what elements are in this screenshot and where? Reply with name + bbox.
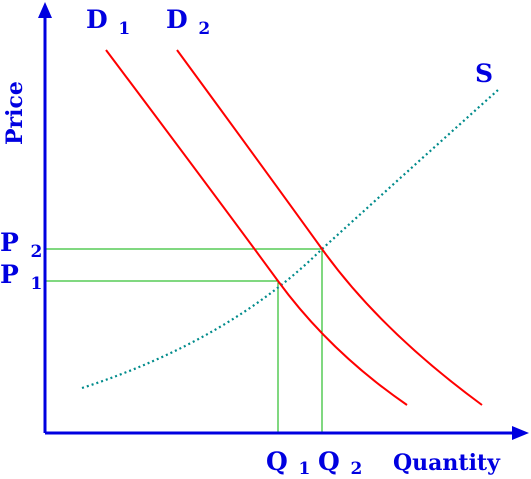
x-axis-arrowhead xyxy=(512,426,529,440)
demand-2-letter: D xyxy=(166,5,188,34)
y-axis-arrowhead xyxy=(38,2,52,18)
price-1-letter: P xyxy=(0,260,19,289)
equilibrium-guides xyxy=(46,248,323,433)
supply-label: S xyxy=(475,59,493,88)
demand-1-subscript: 1 xyxy=(118,19,130,39)
supply-curve xyxy=(81,89,499,390)
demand-curve-1 xyxy=(105,49,408,406)
quantity-1-subscript: 1 xyxy=(299,459,311,479)
axes xyxy=(38,2,529,440)
demand-curve-2 xyxy=(176,49,483,406)
demand-1-letter: D xyxy=(86,5,108,34)
x-axis-label: Quantity xyxy=(393,450,501,476)
quantity-1-label: Q 1 xyxy=(266,447,310,479)
demand-2-subscript: 2 xyxy=(198,19,210,39)
quantity-2-letter: Q xyxy=(318,447,340,476)
demand-2-label: D 2 xyxy=(166,5,210,39)
quantity-1-letter: Q xyxy=(266,447,288,476)
price-2-letter: P xyxy=(0,228,19,257)
price-1-label: P 1 xyxy=(0,260,42,294)
price-1-subscript: 1 xyxy=(31,274,43,294)
demand-1-label: D 1 xyxy=(86,5,130,39)
quantity-2-subscript: 2 xyxy=(351,459,363,479)
y-axis-label: Price xyxy=(2,81,28,145)
price-2-label: P 2 xyxy=(0,228,42,262)
price-2-subscript: 2 xyxy=(31,242,43,262)
quantity-2-label: Q 2 xyxy=(318,447,362,479)
